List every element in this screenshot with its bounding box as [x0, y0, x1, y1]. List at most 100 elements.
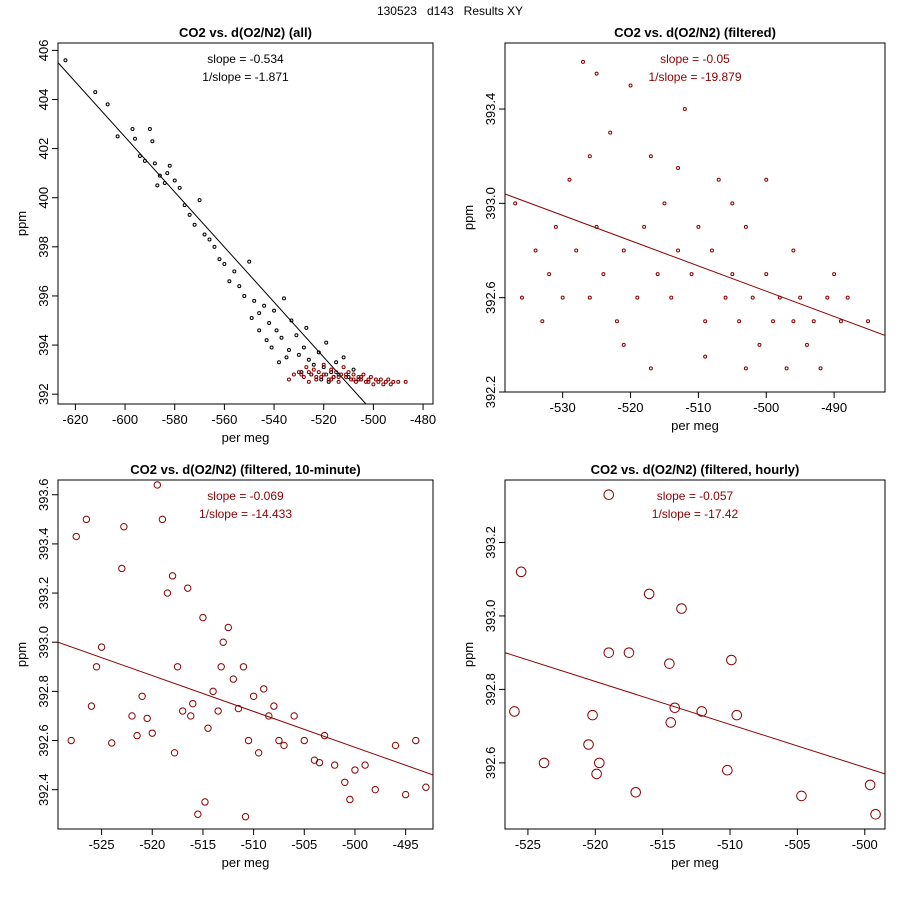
data-point [376, 379, 381, 384]
data-point [257, 328, 262, 333]
data-point [264, 338, 269, 343]
data-point [777, 295, 782, 300]
x-tick-label: -480 [410, 412, 436, 427]
y-tick-label: 392 [36, 383, 51, 405]
data-point [199, 613, 207, 622]
data-point [864, 779, 876, 791]
data-point [574, 248, 579, 253]
data-point [386, 377, 391, 382]
data-point [422, 783, 430, 791]
x-tick-label: -600 [112, 412, 138, 427]
data-point [351, 367, 356, 372]
data-point [269, 345, 274, 350]
data-point [311, 362, 316, 367]
data-point [330, 761, 339, 769]
data-point [540, 319, 545, 324]
slope-annotation: slope = -0.05 [660, 52, 730, 66]
data-point [326, 379, 331, 384]
y-axis-label: ppm [14, 642, 29, 667]
data-point [133, 731, 141, 740]
chart-title: CO2 vs. d(O2/N2) (all) [179, 25, 312, 40]
data-point [316, 350, 321, 355]
data-point [796, 790, 807, 802]
data-point [257, 311, 262, 316]
fit-line [58, 62, 367, 404]
y-tick-label: 398 [36, 236, 51, 258]
y-tick-label: 393.0 [36, 626, 51, 659]
data-point [603, 647, 615, 658]
data-point [818, 366, 823, 371]
plot-all: CO2 vs. d(O2/N2) (all) -620 -600 -580 -560 -5… [14, 25, 436, 445]
data-point [306, 370, 311, 375]
data-point [319, 377, 324, 382]
data-point [696, 706, 708, 717]
data-point [120, 522, 128, 531]
data-point [361, 761, 369, 769]
x-tick-label: -530 [550, 400, 576, 415]
data-point [329, 377, 334, 382]
data-point [832, 272, 837, 277]
chart-title: CO2 vs. d(O2/N2) (filtered, 10-minute) [130, 462, 360, 477]
x-tick-label: -500 [342, 837, 368, 852]
data-point [764, 177, 769, 182]
data-point [581, 59, 586, 64]
data-point [170, 749, 179, 757]
x-tick-label: -515 [190, 837, 216, 852]
data-point [621, 248, 626, 253]
data-point [324, 372, 329, 377]
data-point [212, 244, 217, 249]
data-point [391, 379, 396, 384]
x-tick-label: -500 [753, 400, 779, 415]
data-point [560, 295, 565, 300]
plot-filtered-10-minute: CO2 vs. d(O2/N2) (filtered, 10-minute) -5… [14, 462, 434, 870]
data-point [239, 663, 248, 671]
data-point [845, 295, 850, 300]
fit-line [505, 193, 885, 336]
y-tick-label: 404 [36, 89, 51, 111]
data-point [184, 584, 192, 592]
data-point [676, 603, 687, 614]
data-point [764, 272, 769, 277]
data-point [142, 158, 147, 163]
data-point [547, 272, 552, 277]
data-point [316, 370, 321, 375]
data-point [275, 736, 283, 745]
x-tick-label: -620 [62, 412, 88, 427]
x-tick-label: -515 [650, 837, 676, 852]
data-point [143, 714, 151, 723]
data-point [743, 366, 748, 371]
data-point [643, 588, 655, 600]
data-point [130, 126, 135, 131]
data-point [341, 778, 349, 787]
data-point [344, 374, 349, 379]
y-tick-label: 400 [36, 187, 51, 209]
data-point [172, 178, 177, 183]
x-tick-label: -510 [717, 837, 743, 852]
data-point [222, 262, 227, 267]
data-point [731, 709, 743, 721]
x-tick-label: -525 [515, 837, 541, 852]
figure-title: 130523 d143 Results XY [376, 4, 524, 18]
data-point [128, 712, 136, 720]
data-point [703, 319, 708, 324]
data-point [336, 374, 341, 379]
data-point [587, 709, 598, 721]
data-point [346, 795, 354, 804]
data-point [716, 177, 721, 182]
data-point [354, 379, 359, 384]
data-point [366, 379, 371, 384]
data-point [669, 702, 681, 714]
plot-frame [57, 479, 434, 830]
data-point [280, 741, 288, 750]
data-point [168, 572, 177, 580]
data-point [272, 308, 277, 313]
data-point [105, 102, 110, 107]
data-point [344, 372, 349, 377]
data-point [784, 366, 789, 371]
data-point [301, 345, 306, 350]
x-axis-label: per meg [671, 855, 719, 870]
data-point [290, 712, 298, 720]
data-point [311, 367, 316, 372]
data-point [396, 379, 401, 384]
data-point [757, 342, 762, 347]
